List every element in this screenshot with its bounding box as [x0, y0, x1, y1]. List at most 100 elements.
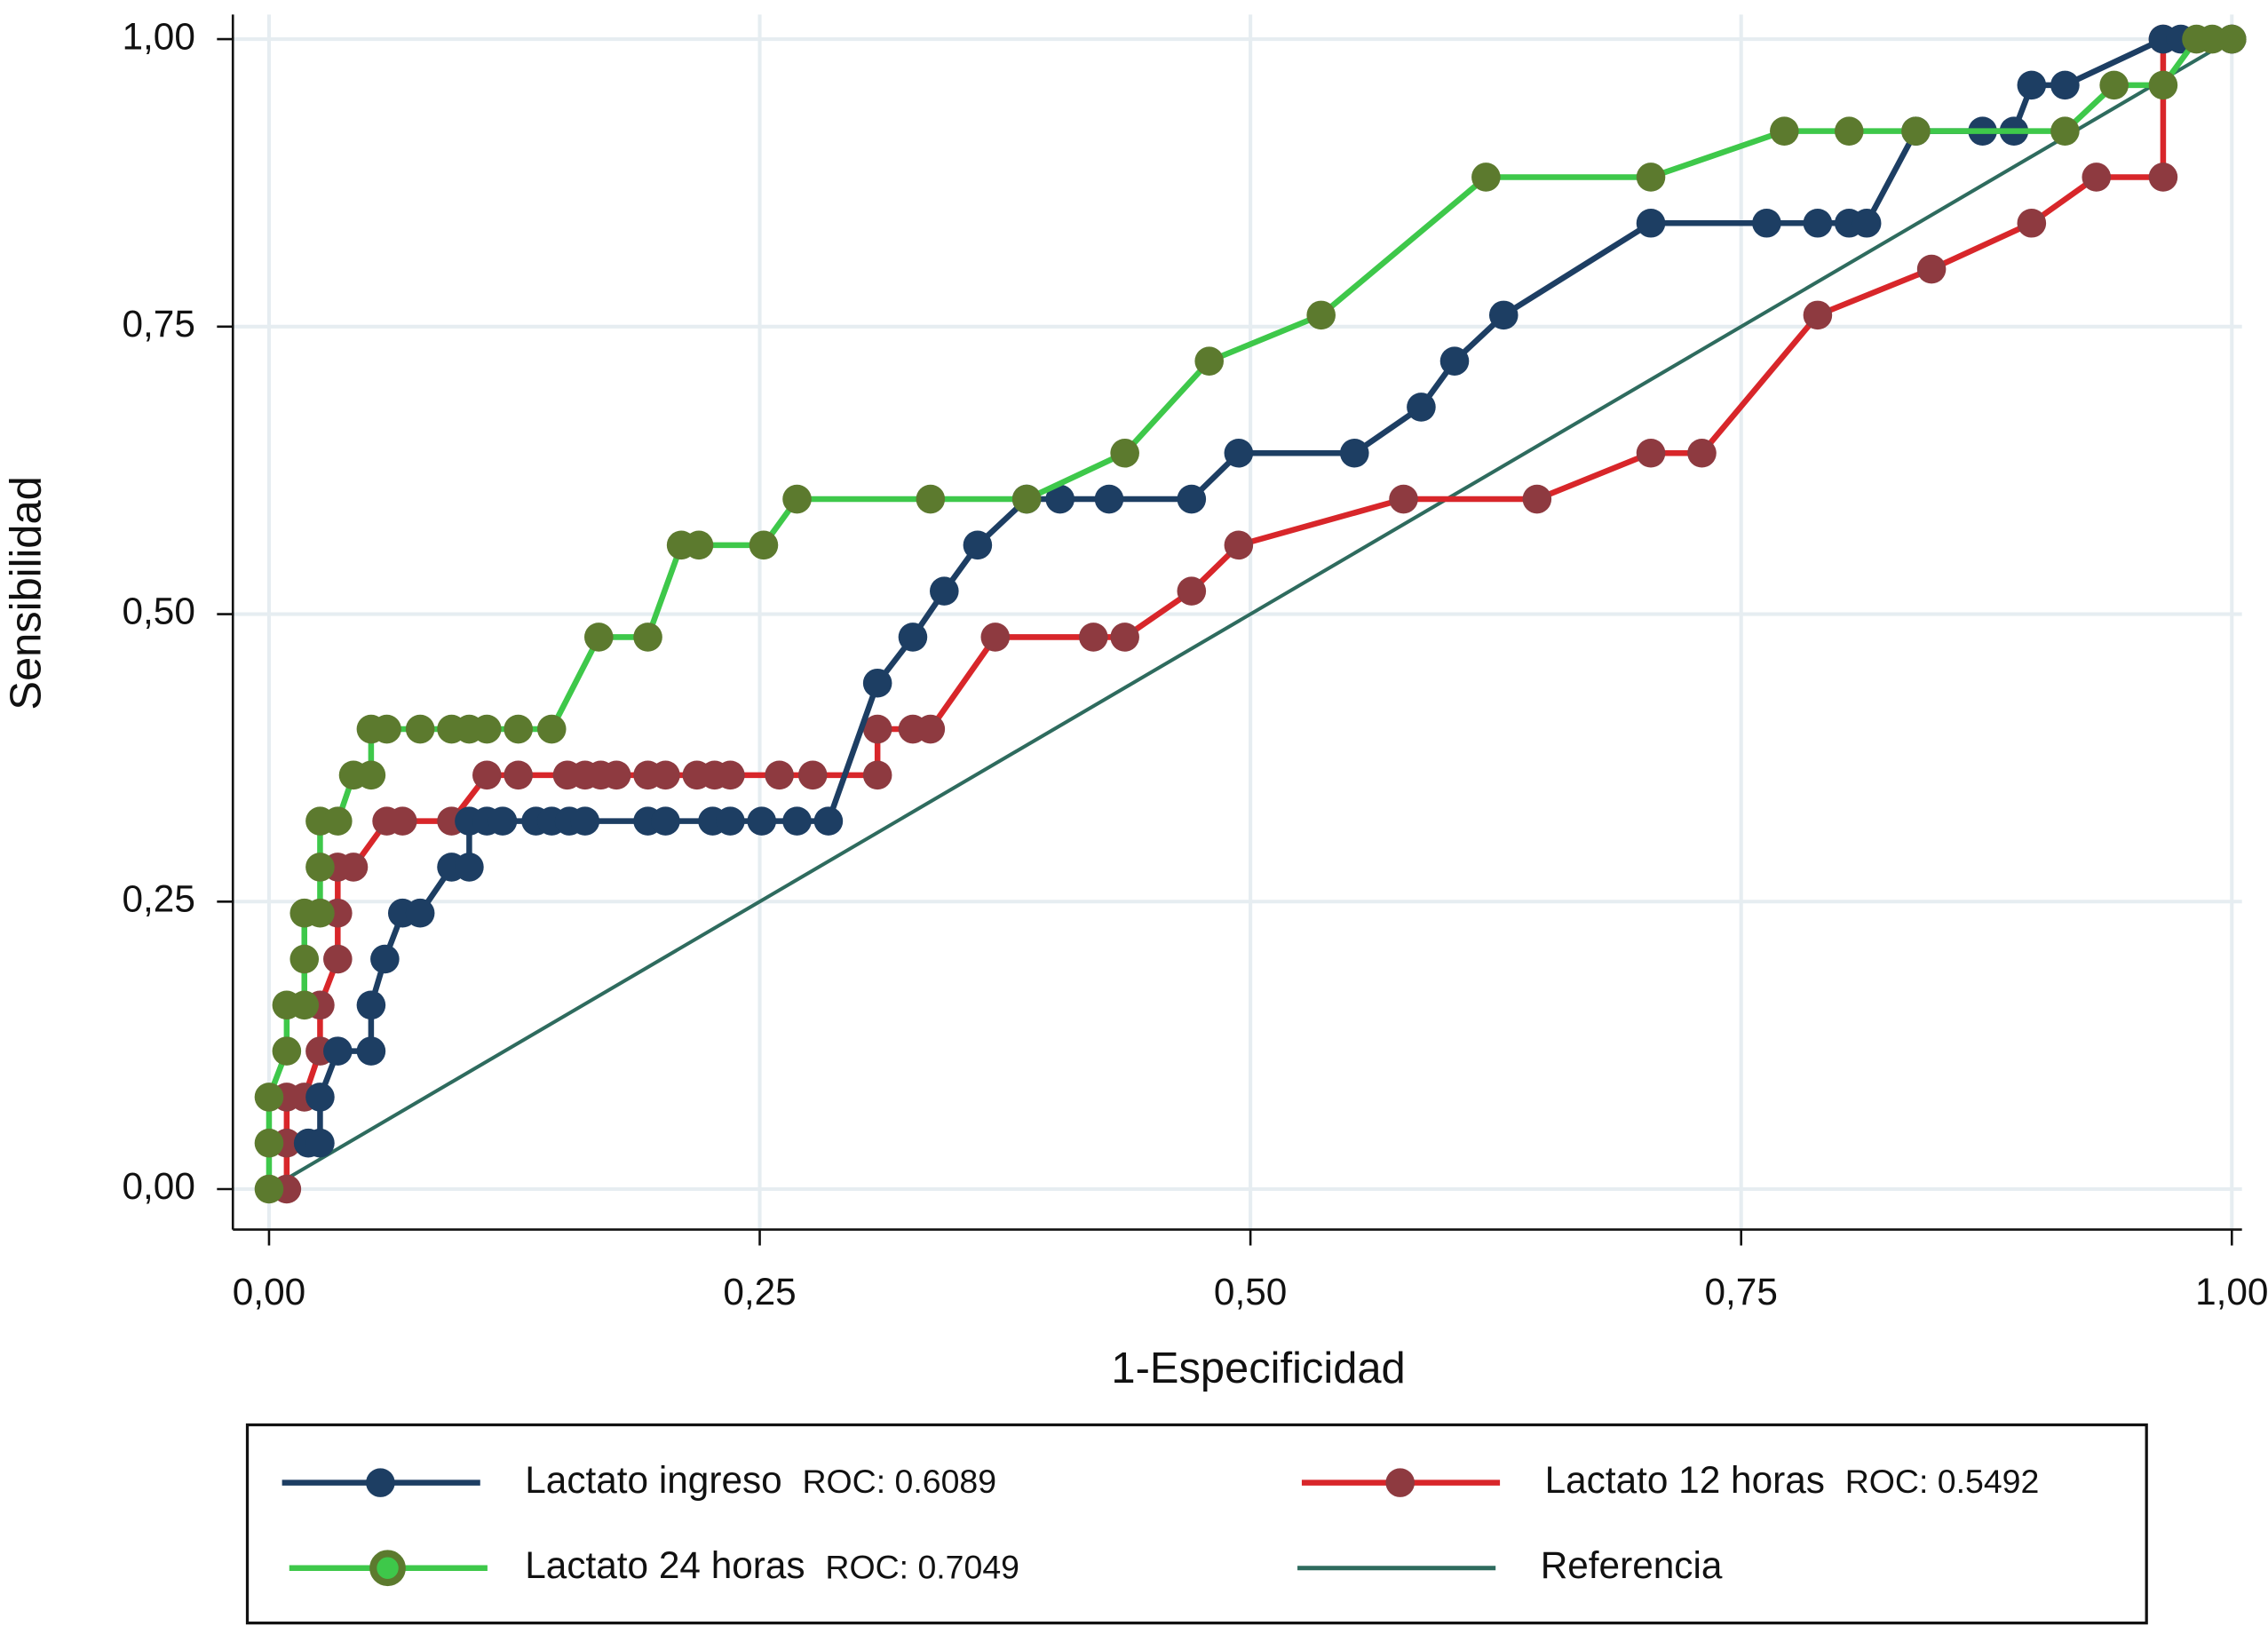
data-point	[684, 530, 714, 560]
data-point	[254, 1128, 284, 1158]
data-point	[2050, 70, 2080, 100]
data-point	[305, 898, 335, 928]
legend-box	[245, 1423, 2148, 1625]
data-point	[1177, 576, 1207, 606]
data-point	[1224, 438, 1254, 468]
data-point	[1636, 438, 1666, 468]
data-point	[2148, 70, 2178, 100]
data-point	[584, 623, 614, 652]
data-point	[1079, 623, 1108, 652]
data-point	[289, 944, 320, 974]
data-point	[765, 760, 794, 790]
data-point	[323, 1036, 353, 1066]
legend-label: Lactato ingreso	[525, 1459, 781, 1501]
legend-marker	[369, 1550, 406, 1587]
data-point	[1636, 208, 1666, 238]
data-point	[782, 806, 812, 836]
data-point	[372, 714, 401, 744]
data-point	[651, 760, 680, 790]
x-tick-label: 0,00	[233, 1271, 305, 1313]
x-tick-label: 0,75	[1705, 1271, 1778, 1313]
y-tick-label: 0,50	[123, 591, 195, 632]
data-point	[472, 714, 502, 744]
data-point	[2099, 70, 2129, 100]
x-tick-label: 1,00	[2195, 1271, 2268, 1313]
data-point	[1224, 530, 1254, 560]
x-tick-label: 0,50	[1214, 1271, 1287, 1313]
data-point	[1194, 346, 1224, 376]
legend-marker	[366, 1468, 395, 1497]
legend-label: Referencia	[1541, 1544, 1723, 1586]
data-point	[1339, 438, 1369, 468]
data-point	[338, 853, 369, 882]
data-point	[1770, 116, 1799, 146]
data-point	[323, 806, 353, 836]
data-point	[1110, 623, 1139, 652]
data-point	[405, 898, 435, 928]
data-point	[1407, 393, 1436, 422]
data-point	[570, 806, 600, 836]
x-tick-label: 0,25	[723, 1271, 796, 1313]
data-point	[1177, 484, 1207, 514]
data-point	[1916, 254, 1947, 284]
data-point	[2050, 116, 2080, 146]
data-point	[504, 714, 533, 744]
data-point	[1803, 208, 1833, 238]
data-point	[747, 806, 777, 836]
x-axis-title: 1-Especificidad	[1111, 1344, 1405, 1392]
data-point	[716, 760, 745, 790]
data-point	[387, 806, 417, 836]
data-point	[1389, 484, 1418, 514]
data-point	[289, 990, 320, 1020]
data-point	[305, 1128, 335, 1158]
data-point	[536, 714, 567, 744]
y-tick-label: 1,00	[123, 15, 195, 57]
legend-label: Lactato 24 horas	[525, 1544, 805, 1586]
data-point	[749, 530, 779, 560]
data-point	[2216, 24, 2247, 54]
series-line	[267, 37, 2233, 1191]
y-tick-label: 0,25	[123, 877, 195, 919]
data-point	[1901, 116, 1931, 146]
legend-roc: ROC: 0.5492	[1845, 1463, 2040, 1500]
data-point	[797, 760, 828, 790]
y-tick-label: 0,00	[123, 1165, 195, 1207]
legend-roc: ROC: 0.7049	[825, 1548, 1019, 1585]
data-point	[2017, 208, 2047, 238]
data-point	[1803, 300, 1833, 330]
legend-roc: ROC: 0.6089	[803, 1463, 997, 1500]
data-point	[356, 990, 386, 1020]
data-point	[323, 944, 353, 974]
data-point	[1110, 438, 1139, 468]
data-point	[2082, 163, 2112, 192]
data-point	[916, 484, 946, 514]
data-point	[356, 760, 386, 790]
data-point	[1011, 484, 1042, 514]
data-point	[963, 530, 993, 560]
data-point	[1752, 208, 1781, 238]
data-point	[862, 714, 892, 744]
data-point	[2148, 163, 2178, 192]
data-point	[1687, 438, 1717, 468]
data-point	[254, 1174, 284, 1204]
data-point	[504, 760, 533, 790]
y-tick-label: 0,75	[123, 303, 195, 345]
data-point	[1471, 163, 1501, 192]
data-point	[862, 760, 892, 790]
data-point	[455, 853, 484, 882]
data-point	[898, 623, 928, 652]
data-point	[1834, 116, 1864, 146]
data-point	[272, 1036, 302, 1066]
data-point	[370, 944, 400, 974]
legend-marker	[1385, 1468, 1415, 1497]
data-point	[601, 760, 631, 790]
data-point	[1045, 484, 1075, 514]
data-point	[980, 623, 1011, 652]
data-point	[472, 760, 502, 790]
data-point	[633, 623, 662, 652]
data-point	[254, 1083, 284, 1112]
data-point	[356, 1036, 386, 1066]
data-point	[1852, 208, 1882, 238]
data-point	[862, 668, 892, 698]
